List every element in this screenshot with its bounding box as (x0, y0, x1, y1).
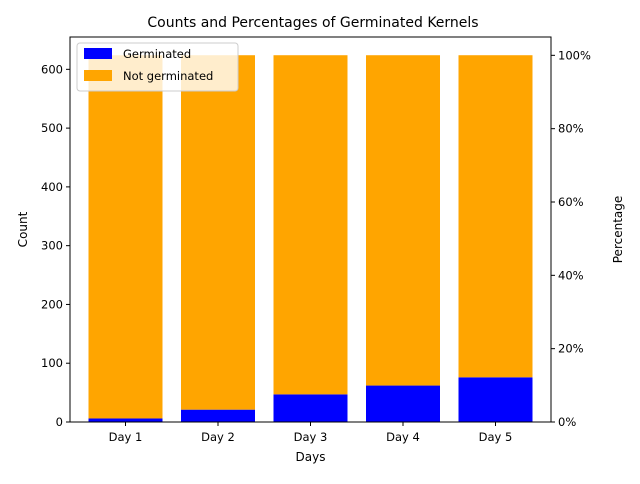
y-tick-label: 400 (41, 180, 63, 194)
chart-title: Counts and Percentages of Germinated Ker… (147, 15, 478, 31)
plot-frame (69, 36, 552, 423)
bar-not-germinated-3 (273, 55, 348, 395)
x-tick-label: Day 2 (201, 430, 235, 444)
y2-tick-label: 20% (558, 342, 584, 356)
legend-label: Not germinated (123, 69, 213, 83)
bar-not-germinated-4 (366, 55, 440, 386)
y-tick-label: 100 (41, 356, 63, 370)
legend-box (76, 42, 239, 92)
bar-germinated-1 (88, 418, 163, 422)
bar-germinated-4 (366, 385, 440, 422)
legend-label: Germinated (123, 47, 191, 61)
y-tick-label: 200 (41, 297, 63, 311)
y-axis-left: 0 100 200 300 400 500 600 (41, 62, 70, 429)
x-axis-label: Days (296, 450, 326, 464)
bar-not-germinated-2 (181, 55, 255, 410)
y-tick-label: 0 (56, 415, 63, 429)
legend-swatch (84, 48, 112, 59)
y-tick-label: 500 (41, 121, 63, 135)
y2-tick-label: 100% (558, 48, 591, 62)
x-axis: Day 1 Day 2 Day 3 Day 4 Day 5 (109, 422, 513, 444)
y2-tick-label: 40% (558, 268, 584, 282)
bar-germinated-3 (273, 394, 348, 422)
legend-swatch (84, 70, 112, 81)
x-tick-label: Day 3 (294, 430, 328, 444)
y-tick-label: 300 (41, 239, 63, 253)
bar-not-germinated-5 (458, 55, 533, 378)
bar-not-germinated-1 (88, 55, 163, 419)
x-tick-label: Day 1 (109, 430, 143, 444)
y-axis-right: 0% 20% 40% 60% 80% 100% (551, 48, 591, 429)
x-tick-label: Day 4 (386, 430, 420, 444)
bar-germinated-2 (181, 409, 255, 422)
y2-tick-label: 80% (558, 122, 584, 136)
bars-group (88, 55, 533, 422)
y-tick-label: 600 (41, 62, 63, 76)
y2-axis-label: Percentage (611, 196, 625, 264)
legend: Germinated Not germinated (76, 42, 239, 92)
y2-tick-label: 0% (558, 415, 576, 429)
bar-germinated-5 (458, 377, 533, 422)
y-axis-label: Count (16, 211, 30, 247)
y2-tick-label: 60% (558, 195, 584, 209)
x-tick-label: Day 5 (479, 430, 513, 444)
